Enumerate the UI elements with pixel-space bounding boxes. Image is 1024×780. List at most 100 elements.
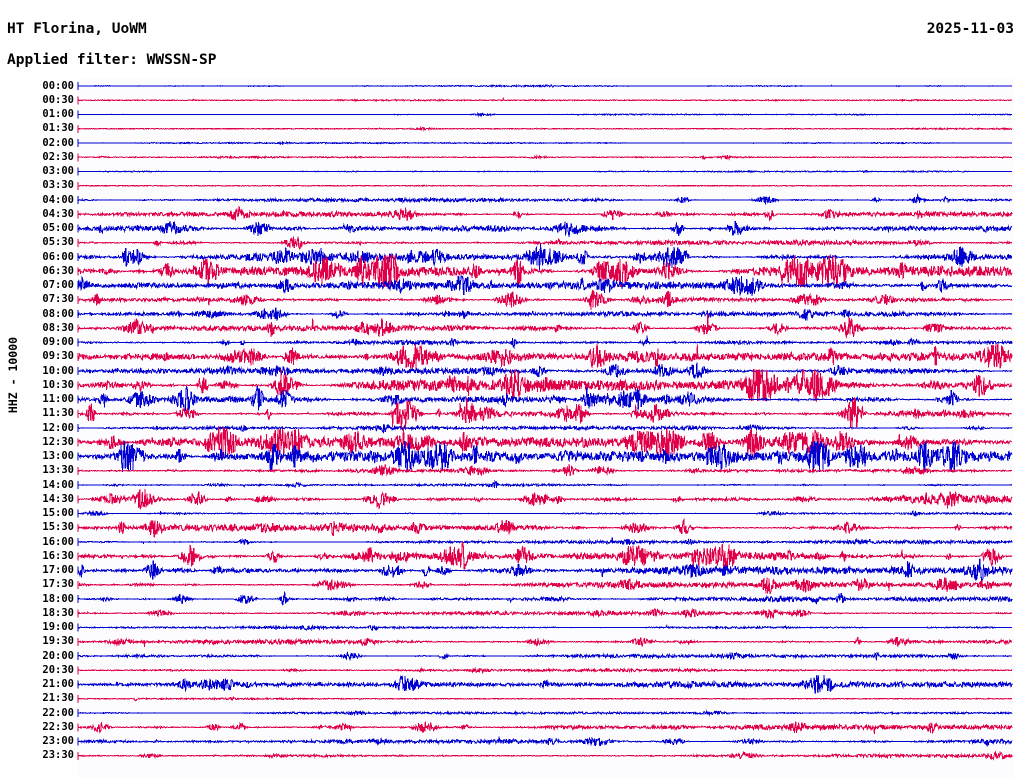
seismic-trace	[77, 736, 1013, 747]
time-label: 07:30	[42, 293, 74, 306]
time-label: 16:00	[42, 535, 74, 548]
seismic-trace	[77, 577, 1013, 595]
seismic-trace	[77, 541, 1013, 572]
seismic-trace	[77, 558, 1013, 583]
time-label: 01:30	[42, 122, 74, 135]
time-label: 09:30	[42, 350, 74, 363]
time-label: 13:30	[42, 464, 74, 477]
time-label: 22:30	[42, 720, 74, 733]
time-label: 05:30	[42, 236, 74, 249]
time-label: 03:00	[42, 165, 74, 177]
seismic-trace	[77, 275, 1013, 296]
time-label: 00:00	[42, 79, 74, 92]
seismic-trace	[77, 650, 1013, 661]
time-label: 02:00	[42, 136, 74, 149]
time-label: 03:30	[42, 179, 74, 192]
seismic-trace	[77, 398, 1013, 430]
seismic-trace	[77, 463, 1013, 477]
seismic-trace	[77, 169, 1013, 174]
seismic-trace	[77, 750, 1013, 761]
seismic-trace	[77, 126, 1013, 132]
time-label: 04:00	[42, 193, 74, 206]
seismic-trace	[77, 96, 1013, 103]
time-label: 11:00	[42, 393, 74, 405]
seismic-trace	[77, 184, 1013, 188]
page-title: HT Florina, UoWM	[7, 21, 147, 37]
time-label: 17:00	[42, 564, 74, 576]
seismic-trace	[77, 709, 1013, 717]
time-label: 06:30	[42, 264, 74, 277]
seismic-trace	[77, 236, 1013, 250]
time-label: 20:00	[42, 649, 74, 662]
time-label: 00:30	[42, 93, 74, 106]
seismic-trace	[77, 440, 1013, 474]
time-label: 05:00	[42, 222, 74, 234]
seismic-trace	[77, 314, 1013, 339]
seismic-trace	[77, 426, 1013, 459]
time-label: 14:00	[42, 478, 74, 491]
time-label: 23:30	[42, 749, 74, 762]
time-label: 13:00	[42, 450, 74, 462]
time-label: 18:00	[42, 592, 74, 605]
time-label: 23:00	[42, 735, 74, 747]
time-label: 04:30	[42, 207, 74, 220]
time-label: 10:00	[42, 364, 74, 377]
time-label: 21:00	[42, 678, 74, 690]
seismic-trace	[77, 509, 1013, 517]
time-label: 10:30	[42, 378, 74, 391]
time-label: 11:30	[42, 407, 74, 420]
seismic-trace	[77, 695, 1013, 702]
time-label: 08:00	[42, 307, 74, 320]
seismic-trace	[77, 636, 1013, 647]
seismic-trace	[77, 243, 1013, 273]
seismic-trace	[77, 154, 1013, 161]
time-label: 09:00	[42, 336, 74, 348]
time-label: 06:00	[42, 250, 74, 263]
time-label: 12:30	[42, 435, 74, 448]
seismic-trace	[77, 205, 1013, 222]
record-date: 2025-11-03	[926, 21, 1014, 37]
seismic-trace	[77, 220, 1013, 237]
seismic-trace	[77, 666, 1013, 675]
seismic-trace	[77, 624, 1013, 632]
seismic-trace	[77, 343, 1013, 370]
time-label: 19:30	[42, 635, 74, 648]
seismic-trace	[77, 675, 1013, 694]
seismic-trace	[77, 721, 1013, 734]
seismic-trace	[77, 193, 1013, 205]
time-label: 19:00	[42, 621, 74, 633]
seismic-trace	[77, 591, 1013, 606]
time-label: 15:00	[42, 507, 74, 519]
time-label: 12:00	[42, 421, 74, 434]
seismic-trace	[77, 83, 1013, 89]
seismic-trace	[77, 489, 1013, 510]
time-label: 07:00	[42, 279, 74, 291]
seismic-trace	[77, 369, 1013, 403]
seismic-trace	[77, 517, 1013, 538]
seismic-trace	[77, 362, 1013, 379]
time-label: 16:30	[42, 549, 74, 562]
seismic-trace	[77, 607, 1013, 620]
time-label: 22:00	[42, 706, 74, 719]
time-label: 14:30	[42, 492, 74, 505]
time-label: 21:30	[42, 692, 74, 705]
seismic-trace	[77, 140, 1013, 146]
time-label: 01:00	[42, 108, 74, 120]
time-label: 18:30	[42, 606, 74, 619]
time-label: 08:30	[42, 321, 74, 334]
time-label: 20:30	[42, 663, 74, 676]
seismic-trace	[77, 423, 1013, 435]
seismic-trace	[77, 335, 1013, 350]
applied-filter-label: Applied filter: WWSSN-SP	[7, 52, 217, 68]
time-label: 17:30	[42, 578, 74, 591]
time-label: 15:30	[42, 521, 74, 534]
seismic-trace	[77, 537, 1013, 546]
seismic-trace	[77, 111, 1012, 118]
seismic-trace	[77, 385, 1013, 412]
seismic-trace	[77, 307, 1013, 322]
seismic-trace	[77, 479, 1013, 489]
seismic-trace	[77, 255, 1013, 288]
seismic-trace	[77, 289, 1013, 310]
